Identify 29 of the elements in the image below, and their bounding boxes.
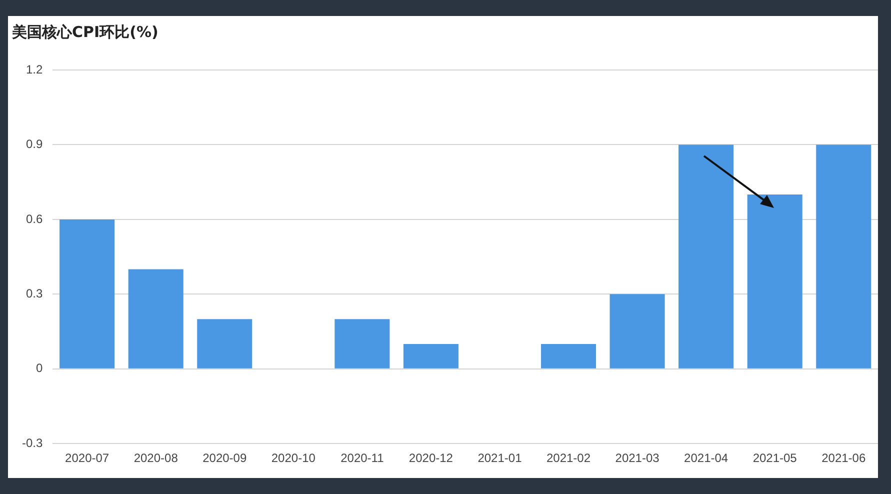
x-tick-label: 2021-04 (684, 451, 728, 466)
x-tick-label: 2021-05 (752, 451, 798, 466)
y-tick-label: 1.2 (26, 62, 43, 76)
x-tick-label: 2020-10 (271, 451, 316, 466)
chart-title: 美国核心CPI环比(%) (11, 22, 158, 41)
y-tick-label: 0.6 (26, 212, 43, 226)
bar (334, 319, 390, 368)
bar (540, 344, 596, 368)
bar (60, 219, 115, 368)
bar (403, 344, 458, 368)
x-tick-label: 2020-11 (340, 451, 384, 466)
x-tick-label: 2021-01 (478, 451, 522, 466)
x-tick-label: 2021-06 (822, 451, 866, 466)
y-tick-label: 0.9 (26, 137, 43, 152)
y-tick-label: 0.3 (26, 286, 43, 300)
x-tick-label: 2021-02 (546, 451, 591, 466)
bar (128, 269, 184, 368)
bar (197, 319, 252, 368)
x-tick-label: 2020-12 (408, 451, 454, 466)
x-tick-label: 2020-09 (202, 451, 247, 466)
y-tick-label: 0 (36, 361, 43, 376)
x-tick-label: 2021-03 (615, 451, 660, 466)
bar (610, 294, 665, 368)
x-tick-label: 2020-07 (65, 451, 110, 466)
bar (816, 144, 872, 368)
x-tick-label: 2020-08 (134, 451, 178, 466)
bar (678, 144, 734, 368)
y-tick-label: -0.3 (22, 436, 43, 450)
bar (747, 194, 802, 368)
